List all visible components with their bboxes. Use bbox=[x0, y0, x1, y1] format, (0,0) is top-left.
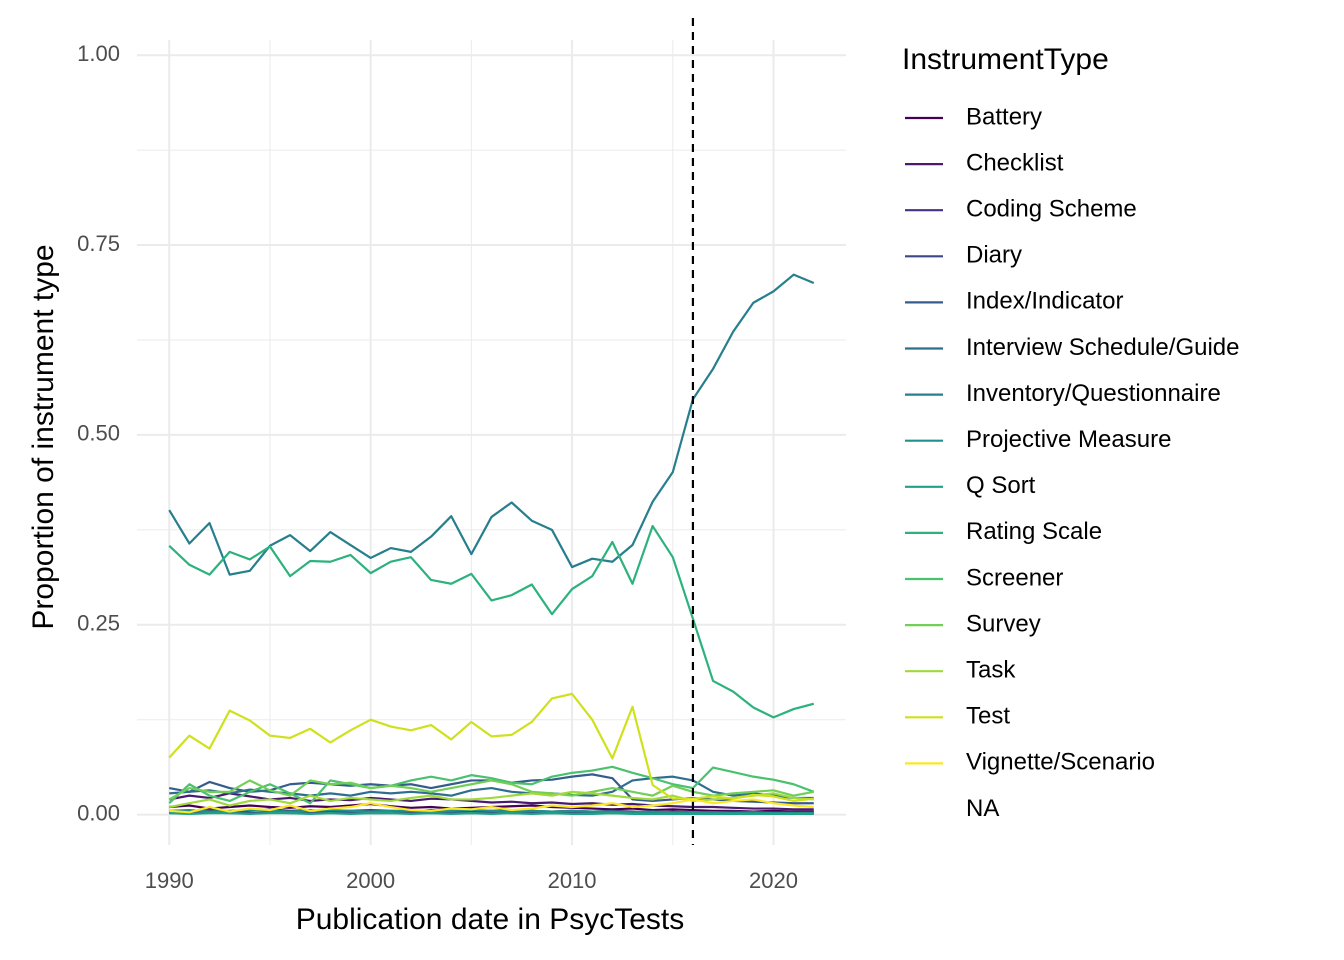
series-line bbox=[169, 792, 814, 811]
x-tick-label: 1990 bbox=[145, 868, 194, 893]
x-axis-title: Publication date in PsycTests bbox=[296, 903, 685, 936]
series-line bbox=[169, 798, 814, 814]
x-tick-label: 2010 bbox=[548, 868, 597, 893]
legend-label: Battery bbox=[966, 103, 1042, 130]
legend-label: Survey bbox=[966, 610, 1041, 637]
series-line bbox=[169, 790, 814, 809]
x-tick-label: 2000 bbox=[346, 868, 395, 893]
legend-label: Interview Schedule/Guide bbox=[966, 334, 1240, 361]
series-line bbox=[169, 808, 814, 815]
legend-label: Diary bbox=[966, 242, 1022, 269]
series-line bbox=[168, 765, 815, 805]
series-line bbox=[168, 692, 814, 803]
y-tick-label: 0.75 bbox=[77, 231, 120, 256]
x-tick-label: 2020 bbox=[749, 868, 798, 893]
y-tick-label: 0.00 bbox=[77, 800, 120, 825]
series-line bbox=[168, 779, 814, 801]
y-tick-label: 0.25 bbox=[77, 611, 120, 636]
legend-label: Checklist bbox=[966, 149, 1064, 176]
legend-label: Task bbox=[966, 657, 1016, 684]
legend-label: Test bbox=[966, 703, 1010, 730]
y-tick-label: 0.50 bbox=[77, 421, 120, 446]
y-tick-label: 1.00 bbox=[77, 41, 120, 66]
legend-label: Vignette/Scenario bbox=[966, 749, 1155, 776]
legend-label: Screener bbox=[966, 564, 1063, 591]
legend-label: Inventory/Questionnaire bbox=[966, 380, 1221, 407]
legend-label: Projective Measure bbox=[966, 426, 1171, 453]
series-line bbox=[168, 524, 815, 719]
legend-label: Index/Indicator bbox=[966, 288, 1123, 315]
legend-title: InstrumentType bbox=[902, 43, 1109, 76]
legend-label: Rating Scale bbox=[966, 518, 1102, 545]
y-axis-title: Proportion of instrument type bbox=[27, 244, 60, 629]
series-line bbox=[168, 273, 815, 576]
series-line bbox=[169, 811, 814, 815]
legend-label: Coding Scheme bbox=[966, 196, 1137, 223]
legend-label: NA bbox=[966, 795, 999, 822]
legend-label: Q Sort bbox=[966, 472, 1036, 499]
